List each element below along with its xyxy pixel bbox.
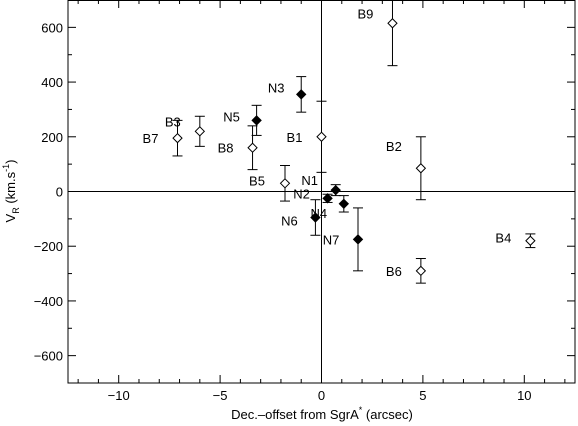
marker-b9 — [387, 18, 398, 29]
x-tick-label: 0 — [318, 388, 325, 403]
x-tick-label: −10 — [108, 388, 130, 403]
point-label-b5: B5 — [249, 173, 265, 188]
y-tick-label: 400 — [41, 75, 63, 90]
marker-n4 — [338, 198, 350, 210]
marker-b6 — [415, 265, 427, 277]
marker-b7 — [172, 132, 183, 144]
point-label-b7: B7 — [143, 131, 159, 146]
point-label-n7: N7 — [323, 232, 340, 247]
marker-n6 — [310, 212, 321, 223]
marker-n2 — [322, 193, 333, 204]
point-label-b9: B9 — [358, 6, 374, 21]
point-label-b8: B8 — [218, 141, 234, 156]
y-tick-label: −200 — [34, 239, 63, 254]
x-tick-label: −5 — [213, 388, 228, 403]
marker-b3 — [194, 126, 206, 137]
y-tick-label: 600 — [41, 20, 63, 35]
point-label-b3: B3 — [165, 114, 181, 129]
marker-b2 — [415, 163, 427, 174]
point-label-n6: N6 — [281, 213, 298, 228]
marker-b8 — [247, 142, 258, 153]
point-label-b4: B4 — [495, 231, 511, 246]
y-tick-label: −600 — [34, 349, 63, 364]
data-marks — [172, 0, 536, 284]
x-tick-label: 10 — [517, 388, 531, 403]
y-tick-label: 200 — [41, 130, 63, 145]
point-label-n1: N1 — [301, 173, 318, 188]
x-axis-title: Dec.–offset from SgrA* (arcsec) — [231, 405, 413, 422]
marker-b5 — [279, 178, 291, 189]
marker-b1 — [316, 131, 327, 142]
point-label-n4: N4 — [310, 206, 327, 221]
marker-n3 — [296, 89, 307, 100]
y-tick-label: 0 — [56, 185, 63, 200]
point-label-b1: B1 — [287, 130, 303, 145]
marker-n5 — [251, 115, 262, 126]
x-tick-label: 5 — [419, 388, 426, 403]
y-tick-label: −400 — [34, 294, 63, 309]
marker-n7 — [352, 234, 364, 245]
y-axis-title: VR (km.s-1) — [1, 160, 21, 223]
point-label-n3: N3 — [268, 80, 285, 95]
axes: −10 −5 0 5 10 −600 −400 −200 0 200 400 600 — [34, 0, 576, 403]
point-label-b2: B2 — [386, 139, 402, 154]
point-label-n2: N2 — [293, 186, 310, 201]
point-label-b6: B6 — [386, 264, 402, 279]
point-label-n5: N5 — [223, 109, 240, 124]
marker-b4 — [525, 235, 536, 246]
marker-n1 — [330, 184, 341, 196]
